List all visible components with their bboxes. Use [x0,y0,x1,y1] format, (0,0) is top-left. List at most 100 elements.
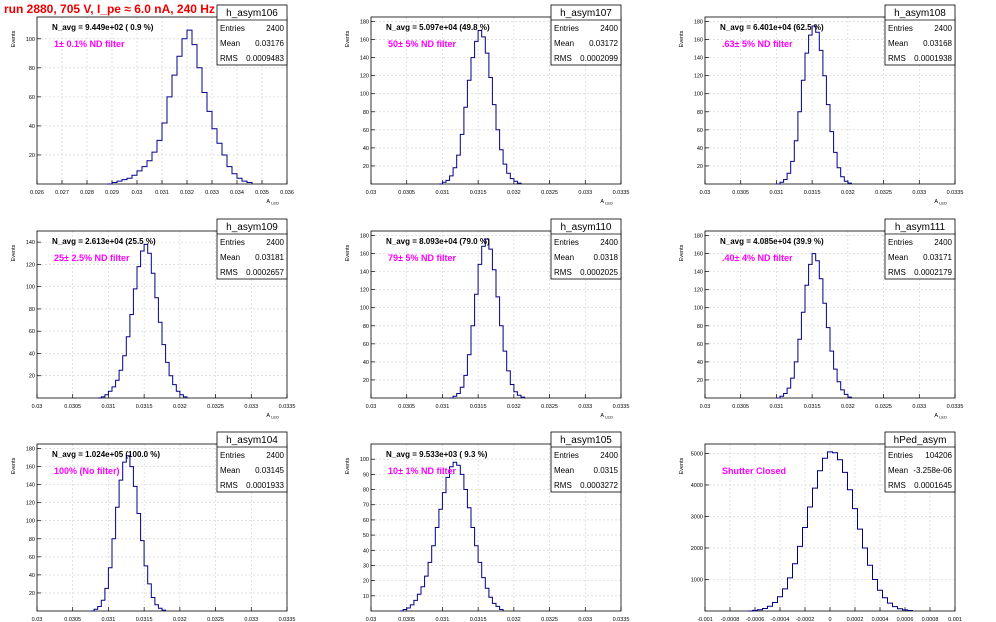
filter-annotation: 79± 5% ND filter [388,253,456,263]
x-tick-label: 0.027 [55,190,69,196]
x-tick-label: 0.0325 [875,190,892,196]
stats-value: 2400 [266,451,284,460]
x-tick-label: 0.031 [436,404,450,410]
x-tick-label: 0.03 [366,404,377,410]
y-tick-label: 60 [363,128,369,134]
x-tick-label: 0.032 [180,190,194,196]
y-tick-label: 40 [29,351,35,357]
histogram-panel: 0.03 0.0305 0.031 0.0315 0.032 0.0325 0.033 0.0… [345,431,629,622]
stats-value: 0.03171 [923,253,952,262]
x-tick-label: 0.033 [912,190,926,196]
y-tick-label: 180 [694,20,703,26]
y-tick-label: 80 [29,307,35,313]
x-axis-label: A LED [266,199,279,206]
stats-value: 2400 [600,238,618,247]
y-axis-label: Events [679,244,685,261]
navg-label: N_avg = 4.085e+04 (39.9 %) [720,237,824,246]
filter-annotation: Shutter Closed [722,466,786,476]
y-tick-label: 120 [26,262,35,268]
stats-title: h_asym107 [560,8,612,19]
x-tick-label: 0.0006 [897,617,914,622]
y-tick-label: 140 [26,483,35,489]
stats-key: Mean [220,39,240,48]
filter-annotation: 50± 5% ND filter [388,39,456,49]
stats-value: 0.0315 [594,466,619,475]
y-tick-label: 100 [26,285,35,291]
x-tick-label: 0.031 [102,404,116,410]
y-axis-label: Events [11,457,17,474]
y-tick-label: 180 [360,20,369,26]
stats-value: 0.03181 [255,253,284,262]
x-tick-label: 0.032 [841,404,855,410]
x-tick-label: 0.033 [244,404,258,410]
y-tick-label: 60 [29,95,35,101]
y-tick-label: 20 [363,378,369,384]
x-tick-label: 0.03 [32,617,43,622]
filter-annotation: 25± 2.5% ND filter [54,253,130,263]
x-tick-label: 0.032 [173,617,187,622]
stats-title: hPed_asym [894,435,947,446]
stats-box [550,218,622,280]
y-tick-label: 40 [697,146,703,152]
x-tick-label: 0.0335 [613,404,630,410]
stats-value: 0.0001645 [914,481,952,490]
y-tick-label: 120 [694,288,703,294]
stats-key: Mean [220,253,240,262]
x-tick-label: 0.033 [578,190,592,196]
x-tick-label: 0.0335 [947,190,964,196]
histogram-panel: 0.03 0.0305 0.031 0.0315 0.032 0.0325 0.033 0.0… [679,218,963,420]
y-tick-label: 80 [697,324,703,330]
y-tick-label: 40 [29,573,35,579]
x-tick-label: 0.032 [841,190,855,196]
y-axis-label: Events [345,244,351,261]
stats-key: Entries [554,24,579,33]
stats-value: 2400 [600,24,618,33]
y-tick-label: 160 [26,465,35,471]
x-tick-label: 0.0325 [541,404,558,410]
y-axis-label: Events [11,244,17,261]
navg-label: N_avg = 9.449e+02 ( 0.9 %) [52,23,154,32]
x-tick-label: 0 [828,617,831,622]
x-axis-label: A LED [600,199,613,206]
stats-key: Entries [220,238,245,247]
y-tick-label: 140 [694,56,703,62]
histogram-line [776,25,852,185]
x-tick-label: 0.0305 [398,190,415,196]
y-tick-label: 20 [363,164,369,170]
y-tick-label: 140 [360,56,369,62]
x-tick-label: 0.0315 [470,404,487,410]
stats-key: Mean [554,39,574,48]
stats-value: 104206 [925,451,952,460]
stats-key: Mean [888,39,908,48]
y-tick-label: 120 [360,74,369,80]
x-tick-label: 0.03 [32,404,43,410]
stats-key: RMS [554,481,572,490]
stats-key: RMS [220,268,238,277]
x-axis-label: A LED [934,413,947,420]
y-axis-label: Events [345,30,351,47]
x-tick-label: 0.0335 [279,617,296,622]
x-tick-label: -0.001 [697,617,713,622]
stats-box [216,4,288,66]
stats-title: h_asym104 [226,435,278,446]
stats-key: Entries [554,238,579,247]
x-axis-label: A LED [266,413,279,420]
stats-key: RMS [888,54,906,63]
stats-key: Entries [888,451,913,460]
y-tick-label: 100 [26,37,35,43]
stats-value: 0.0002657 [246,268,284,277]
stats-key: Mean [220,466,240,475]
y-tick-label: 10 [363,594,369,600]
y-tick-label: 40 [363,360,369,366]
y-axis-label: Events [679,30,685,47]
navg-label: N_avg = 8.093e+04 (79.0 %) [386,237,490,246]
stats-box [216,218,288,280]
y-tick-label: 100 [360,457,369,463]
y-tick-label: 20 [29,591,35,597]
x-tick-label: 0.03 [366,617,377,622]
stats-box [884,218,956,280]
stats-key: RMS [220,54,238,63]
plot-frame [704,230,956,399]
stats-value: 0.03168 [923,39,952,48]
x-tick-label: 0.0325 [875,404,892,410]
